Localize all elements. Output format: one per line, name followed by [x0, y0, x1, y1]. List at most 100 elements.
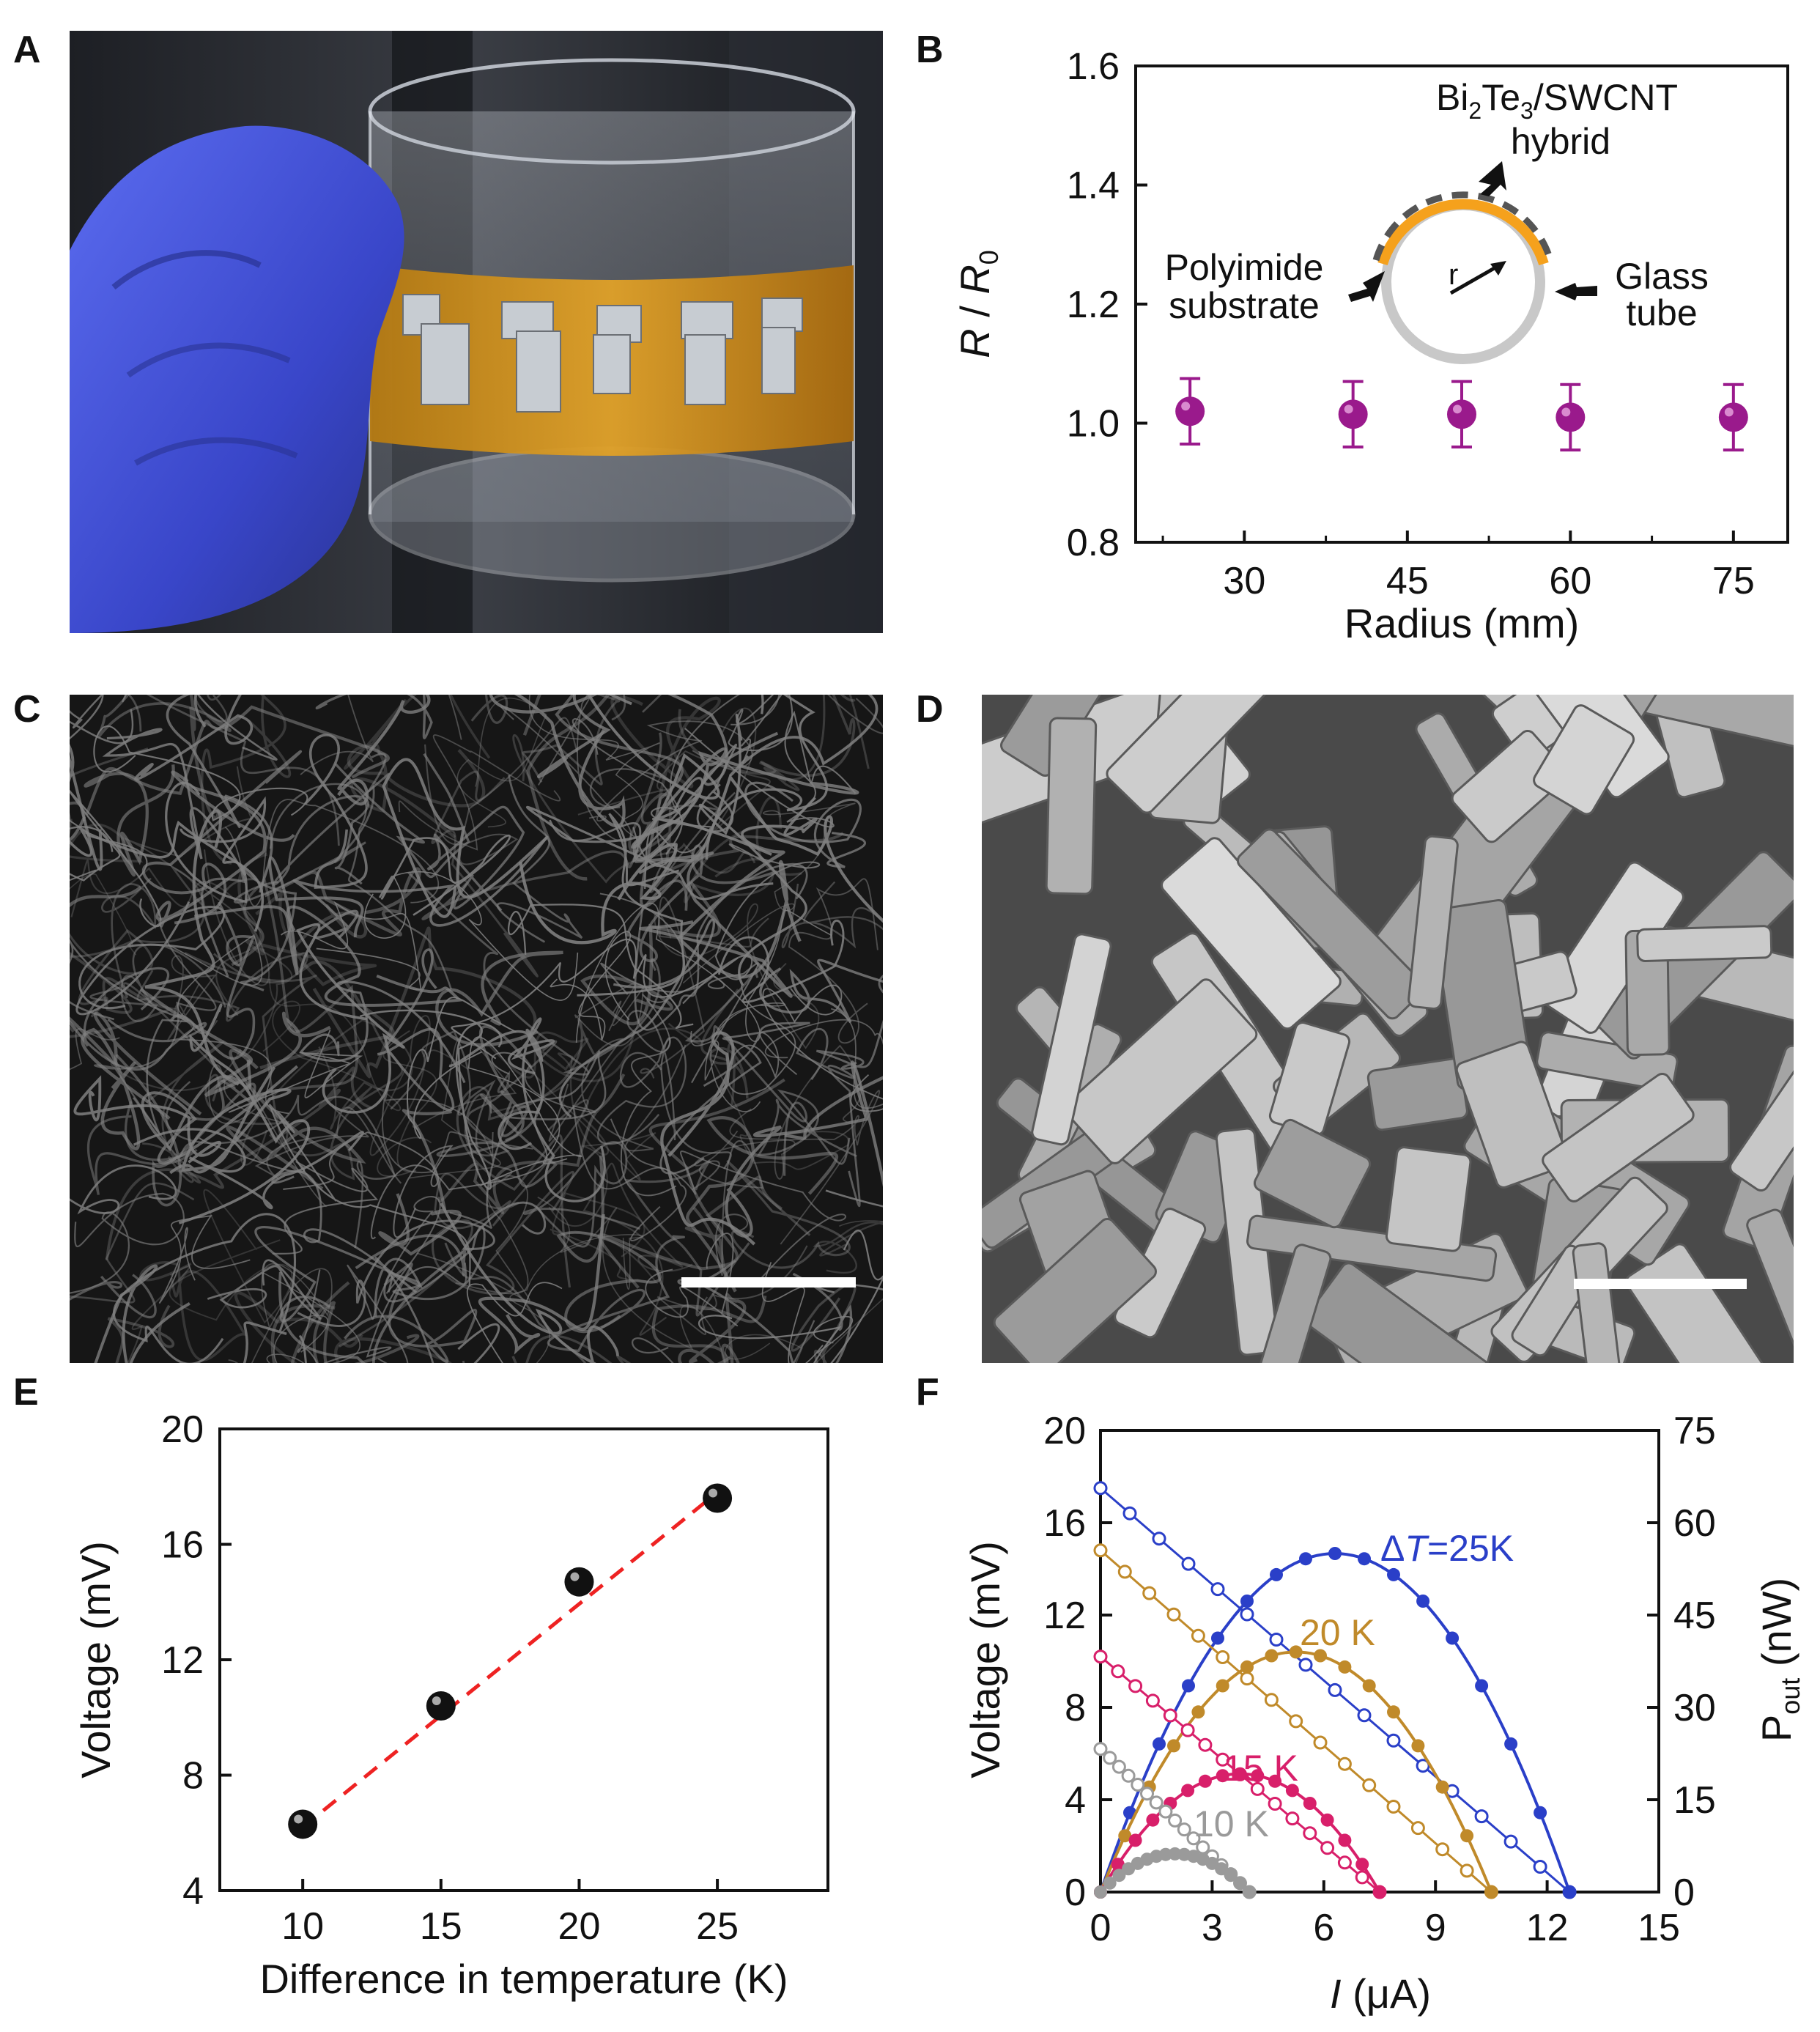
- platelet: [1045, 717, 1098, 895]
- glass-tube-photo-illustration: [70, 31, 883, 633]
- data-point-highlight: [1453, 404, 1462, 414]
- y-tick-label-f-left: 0: [1065, 1872, 1086, 1914]
- power-point: [1320, 1813, 1334, 1827]
- power-point: [1446, 1631, 1460, 1645]
- nanotube-fiber: [555, 695, 706, 908]
- nanotube-fiber: [690, 1002, 786, 1112]
- nanotube-fiber: [638, 774, 883, 923]
- iv-point: [1131, 1778, 1145, 1792]
- nanotube-fiber: [684, 968, 808, 1176]
- nanotube-fiber: [315, 695, 433, 739]
- x-tick-label-f: 3: [1202, 1907, 1223, 1949]
- nanotube-fiber: [528, 695, 660, 838]
- nanotube-fiber: [200, 695, 292, 865]
- nanotube-fiber: [677, 1260, 853, 1363]
- data-point-b: [1338, 399, 1368, 429]
- y-tick-label-b: 1.6: [1067, 45, 1120, 88]
- nanotube-fiber: [115, 1054, 256, 1207]
- nanotube-fiber: [511, 1334, 632, 1363]
- platelet: [1385, 1146, 1472, 1252]
- iv-point: [1177, 1822, 1191, 1837]
- power-point: [1198, 1774, 1212, 1788]
- nanotube-fiber: [726, 1160, 851, 1269]
- nanotube-fiber: [729, 1044, 862, 1180]
- nanotube-fiber: [237, 852, 377, 986]
- x-axis-label-b: Radius (mm): [1344, 600, 1579, 646]
- nanotube-fiber: [337, 695, 431, 806]
- nanotube-fiber: [635, 851, 793, 998]
- nanotube-fiber: [304, 734, 368, 889]
- iv-point: [1503, 1834, 1518, 1849]
- iv-point: [1180, 1723, 1195, 1737]
- panel-f-chart: 0 3 6 9 12 15 0 4 8 12 16 20 0 15 30 45 60 75 ΔT=25K 20 K…: [911, 1363, 1820, 2028]
- data-point-b: [1175, 396, 1205, 426]
- nanotube-fiber: [626, 1010, 732, 1170]
- nanotube-fiber: [507, 904, 694, 1030]
- nanotube-fiber: [496, 775, 583, 943]
- y-tick-label-b: 1.0: [1067, 403, 1120, 446]
- nanotube-fiber: [407, 997, 517, 1139]
- nanotube-fiber: [70, 819, 148, 882]
- iv-point: [1386, 1733, 1401, 1748]
- power-point: [1112, 1869, 1126, 1883]
- inset-tube-illustration: [1348, 161, 1597, 364]
- nanotube-fiber: [70, 1274, 157, 1319]
- power-point: [1233, 1767, 1247, 1781]
- data-point-e: [703, 1483, 733, 1513]
- nanotube-fiber: [107, 1304, 175, 1363]
- nanotube-fiber: [727, 985, 798, 1095]
- nanotube-fiber: [262, 978, 402, 1112]
- power-point: [1265, 1649, 1279, 1663]
- x-tick-label-b: 60: [1549, 560, 1591, 602]
- power-point: [1303, 1797, 1317, 1810]
- nanotube-fiber: [682, 802, 856, 984]
- nanotube-fiber: [370, 1052, 548, 1240]
- iv-point: [1142, 1586, 1157, 1600]
- nanotube-fiber: [133, 1128, 364, 1210]
- nanotube-fiber: [259, 904, 395, 1070]
- x-tick-label-e: 25: [696, 1905, 739, 1948]
- nanotube-fiber: [407, 871, 661, 1076]
- power-point: [1299, 1552, 1312, 1566]
- nanotube-fiber: [94, 920, 217, 1158]
- iv-point: [1168, 1813, 1183, 1828]
- nanotube-fiber: [791, 1282, 857, 1363]
- nanotube-fiber: [297, 1262, 467, 1363]
- nanotube-fiber: [489, 1031, 635, 1082]
- platelet: [1536, 1031, 1679, 1093]
- x-tick-label-b: 75: [1712, 560, 1755, 602]
- power-curve-25K: [1099, 1551, 1571, 1893]
- nanotube-fiber: [759, 958, 883, 1024]
- nanotube-fiber: [292, 835, 549, 939]
- nanotube-fiber: [339, 1170, 575, 1348]
- nanotube-fiber: [134, 695, 254, 781]
- nanotube-fiber: [577, 707, 771, 838]
- nanotube-fiber: [89, 943, 226, 1022]
- x-tick-label-b: 30: [1223, 560, 1265, 602]
- nanotube-fiber: [632, 806, 713, 890]
- power-point: [1181, 1784, 1195, 1798]
- y-tick-label-f-right: 0: [1673, 1872, 1695, 1914]
- nanotube-fiber: [547, 1235, 685, 1353]
- nanotube-fiber: [550, 931, 632, 1041]
- data-point-highlight: [294, 1814, 303, 1824]
- polyimide-pointer-arrow: [1348, 271, 1385, 302]
- nanotube-fiber: [762, 984, 883, 1112]
- nanotube-fiber: [312, 926, 537, 1079]
- nanotube-fiber: [369, 1015, 469, 1156]
- iv-point: [1122, 1506, 1137, 1521]
- power-point: [1240, 1660, 1254, 1674]
- iv-point: [1210, 1582, 1225, 1597]
- power-point: [1111, 1858, 1125, 1872]
- nanotube-fiber: [112, 1213, 296, 1363]
- y-tick-label-f-left: 4: [1065, 1779, 1086, 1822]
- nanotube-fiber: [813, 1221, 883, 1274]
- nanotube-fiber: [728, 695, 794, 764]
- power-point: [1094, 1885, 1107, 1899]
- nanotube-fiber: [632, 747, 859, 862]
- iv-point: [1121, 1768, 1136, 1783]
- nanotube-fiber: [781, 881, 883, 949]
- nanotube-fiber: [698, 1229, 883, 1363]
- x-tick-label-e: 20: [558, 1905, 601, 1948]
- x-axis-label-f: I (μA): [1330, 1970, 1431, 2017]
